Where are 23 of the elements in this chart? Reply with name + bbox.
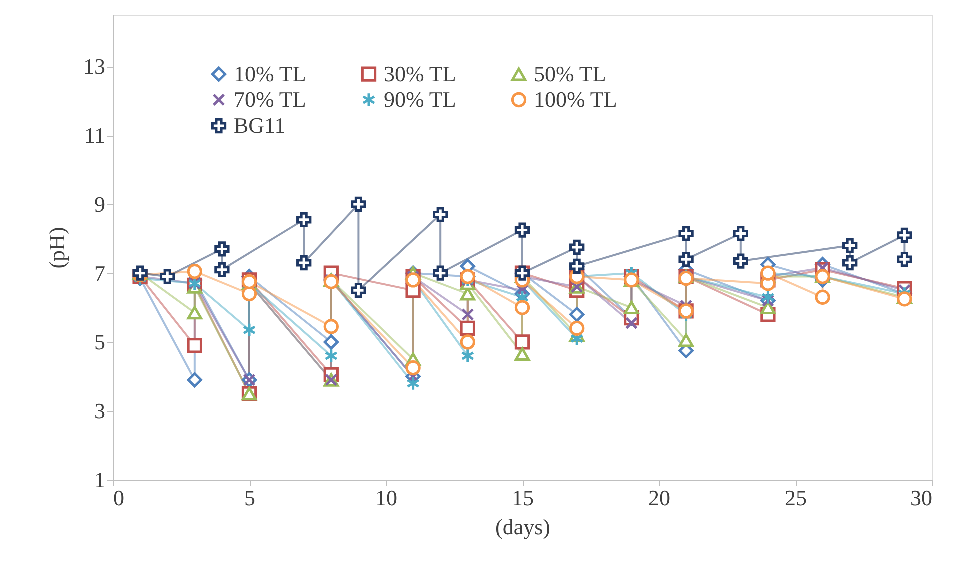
- legend-label: 90% TL: [384, 87, 456, 112]
- y-tick-label: 11: [84, 123, 106, 148]
- y-tick-label: 1: [94, 468, 106, 492]
- y-tick-label: 7: [94, 260, 106, 286]
- y-tick-label: 13: [84, 54, 106, 80]
- x-tick-label: 10: [376, 486, 398, 510]
- x-tick-label: 15: [512, 486, 534, 510]
- y-tick-label: 5: [94, 330, 106, 355]
- legend-label: 10% TL: [234, 61, 306, 86]
- y-tick-label: 9: [94, 192, 106, 217]
- legend-label: 100% TL: [534, 87, 618, 112]
- legend-label: 70% TL: [234, 87, 306, 112]
- legend-label: 30% TL: [384, 61, 456, 86]
- y-axis-title: (pH): [44, 227, 70, 269]
- x-tick-label: 0: [114, 486, 124, 510]
- x-axis-title: (days): [496, 514, 550, 540]
- x-tick-label: 25: [785, 486, 807, 510]
- y-tick-label: 3: [94, 398, 106, 424]
- legend-label: 50% TL: [534, 62, 606, 86]
- x-tick-label: 30: [910, 486, 932, 510]
- x-tick-label: 5: [244, 486, 256, 510]
- legend-label: BG11: [234, 113, 286, 138]
- x-tick-label: 20: [648, 486, 670, 510]
